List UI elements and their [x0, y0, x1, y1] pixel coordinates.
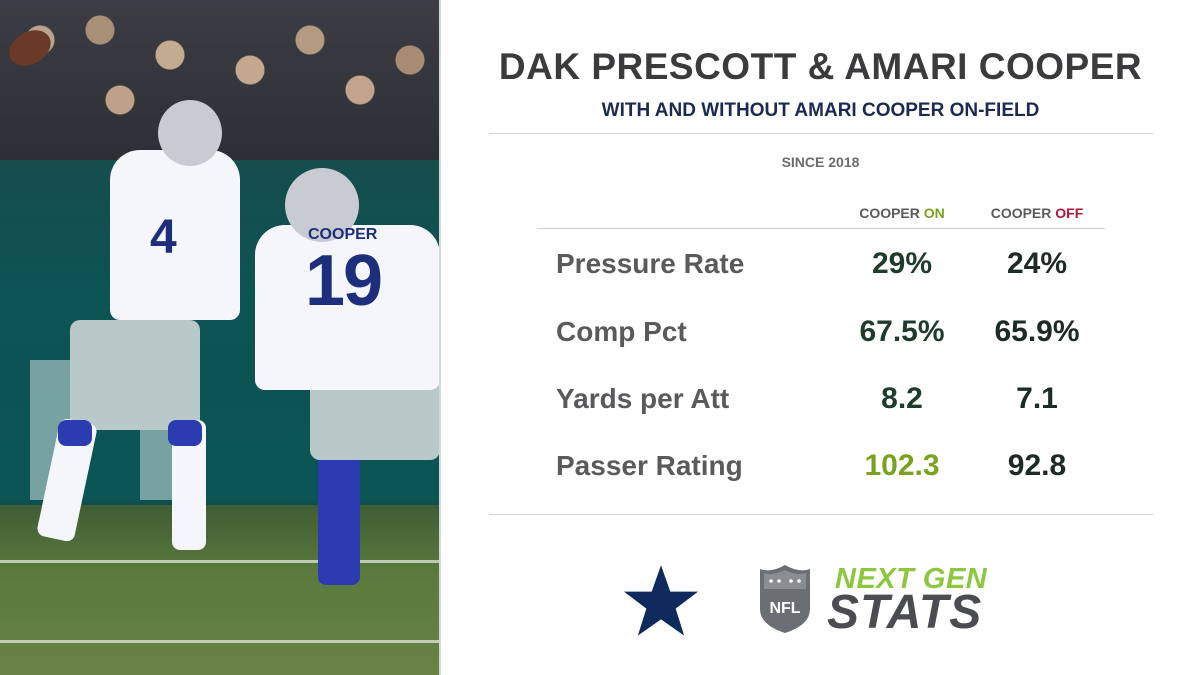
- page-title: DAK PRESCOTT & AMARI COOPER: [498, 46, 1143, 87]
- date-range-label: SINCE 2018: [781, 154, 860, 170]
- player2-nameplate: COOPER: [308, 226, 378, 243]
- row-label-passer-rating: Passer Rating: [556, 450, 743, 481]
- nfl-shield-icon: NFL: [760, 565, 810, 633]
- player1-helmet: [158, 100, 222, 166]
- cell-yards-per-att-off: 7.1: [1016, 382, 1058, 415]
- column-header-status-on: ON: [923, 205, 945, 221]
- player2-number: 19: [305, 241, 383, 321]
- photo-divider: [439, 0, 441, 675]
- player1-sock: [58, 420, 92, 446]
- cell-comp-pct-off: 65.9%: [994, 315, 1080, 348]
- yard-line: [0, 640, 440, 643]
- yard-line: [0, 560, 440, 563]
- player2-jersey: [255, 225, 440, 390]
- player1-sock: [168, 420, 202, 446]
- column-header-prefix: COOPER: [990, 205, 1052, 221]
- row-label-pressure-rate: Pressure Rate: [556, 248, 745, 279]
- cell-passer-rating-on: 102.3: [864, 449, 940, 482]
- cell-yards-per-att-on: 8.2: [881, 382, 923, 415]
- cell-comp-pct-on: 67.5%: [859, 315, 945, 348]
- next-gen-label: NEXT GEN: [835, 563, 988, 595]
- divider-top: [489, 133, 1153, 134]
- player2-helmet: [285, 168, 359, 242]
- column-header-cooper-off: COOPER OFF: [962, 205, 1112, 221]
- column-header-cooper-on: COOPER ON: [827, 205, 977, 221]
- divider-bottom: [489, 514, 1153, 515]
- player2-leg: [318, 455, 360, 585]
- page-subtitle: WITH AND WITHOUT AMARI COOPER ON-FIELD: [601, 100, 1040, 121]
- cell-pressure-rate-on: 29%: [871, 247, 933, 280]
- game-photo: 4 COOPER 19: [0, 0, 440, 675]
- cell-passer-rating-off: 92.8: [1007, 449, 1067, 482]
- row-label-comp-pct: Comp Pct: [556, 316, 687, 347]
- row-label-yards-per-att: Yards per Att: [556, 383, 730, 414]
- stats-panel: DAK PRESCOTT & AMARI COOPER WITH AND WIT…: [441, 0, 1200, 675]
- player1-jersey: [110, 150, 240, 320]
- svg-text:NFL: NFL: [769, 600, 800, 617]
- player1-pants: [70, 320, 200, 430]
- player1-number: 4: [150, 211, 177, 264]
- divider-header: [537, 228, 1105, 229]
- cell-pressure-rate-off: 24%: [1006, 247, 1068, 280]
- column-header-prefix: COOPER: [859, 205, 920, 221]
- dallas-cowboys-star-icon: [617, 558, 705, 642]
- stats-label: STATS: [827, 586, 983, 639]
- column-header-status-off: OFF: [1055, 205, 1084, 221]
